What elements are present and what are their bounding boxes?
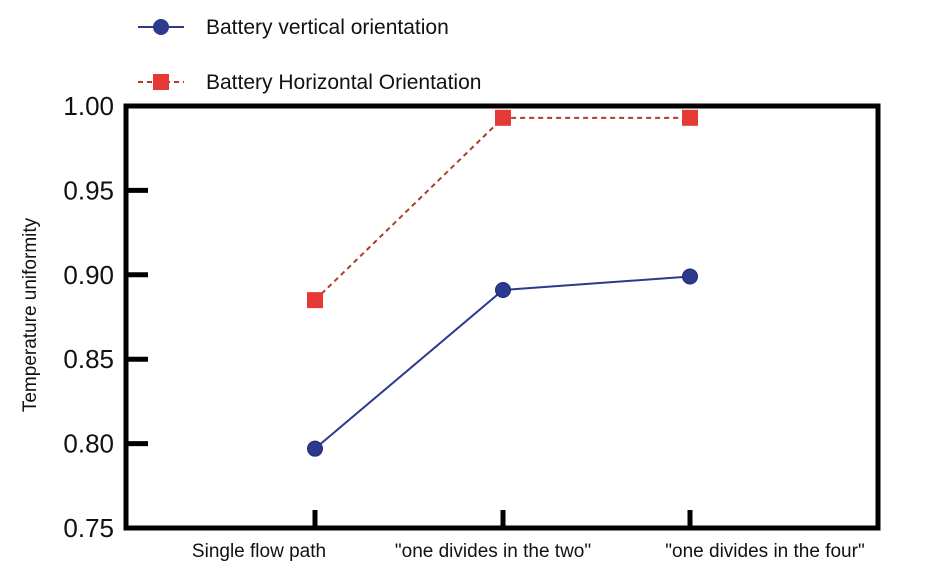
- y-axis: 0.75 0.80 0.85 0.90 0.95 1.00: [63, 91, 148, 543]
- series-line: [314, 116, 690, 301]
- data-point: [495, 109, 511, 126]
- legend-item: Battery vertical orientation: [138, 16, 449, 39]
- legend-marker: [153, 74, 169, 90]
- legend-label: Battery vertical orientation: [206, 16, 449, 39]
- y-tick-label: 0.90: [63, 260, 114, 290]
- series-layer: [307, 109, 698, 457]
- data-point: [495, 281, 511, 298]
- x-category-label: "one divides in the two": [395, 541, 591, 562]
- series-line: [314, 275, 691, 450]
- plot-area-frame: [123, 103, 881, 531]
- data-point: [682, 109, 698, 126]
- data-point: [307, 440, 323, 457]
- series-1: [307, 268, 698, 457]
- data-point: [682, 268, 698, 285]
- y-tick-label: 0.80: [63, 429, 114, 459]
- series-2: [307, 109, 698, 309]
- y-tick-label: 0.95: [63, 175, 114, 205]
- legend: Battery vertical orientation Battery Hori…: [138, 16, 481, 94]
- x-axis: Single flow path "one divides in the two"…: [192, 510, 865, 562]
- legend-item: Battery Horizontal Orientation: [138, 71, 481, 94]
- legend-marker: [153, 19, 169, 35]
- legend-label: Battery Horizontal Orientation: [206, 71, 481, 94]
- data-point: [307, 292, 323, 309]
- x-category-label: "one divides in the four": [665, 541, 864, 562]
- y-axis-title: Temperature uniformity: [20, 217, 41, 412]
- y-tick-label: 1.00: [63, 91, 114, 121]
- y-tick-label: 0.85: [63, 344, 114, 374]
- y-tick-label: 0.75: [63, 513, 114, 543]
- x-category-label: Single flow path: [192, 541, 326, 562]
